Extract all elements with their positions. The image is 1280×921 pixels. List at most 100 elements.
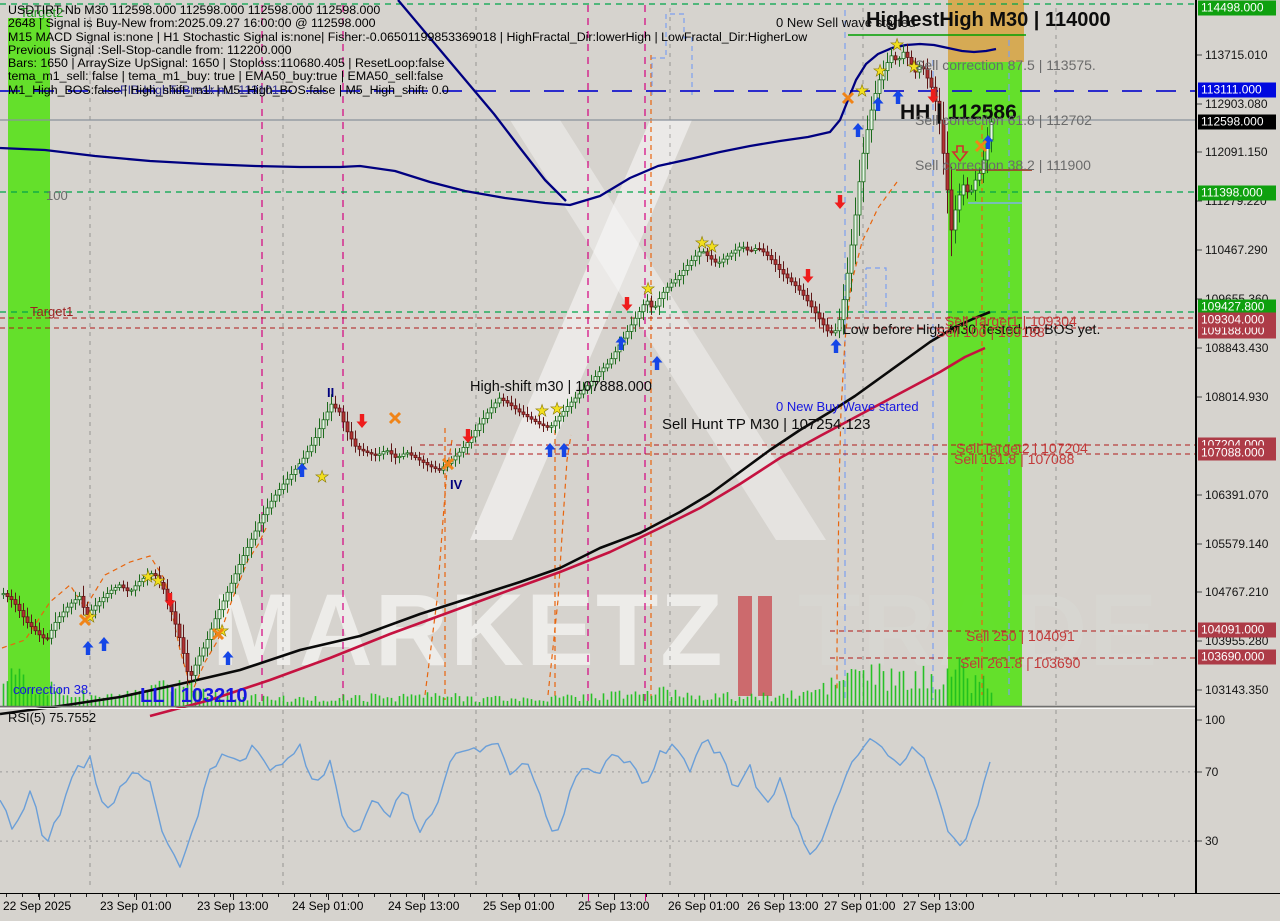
star-icon: ★ — [907, 57, 921, 76]
time-minor-tick — [982, 894, 983, 897]
axis-tick-mark — [1197, 719, 1202, 721]
time-minor-tick — [374, 894, 375, 897]
new-sell-wave-label: 0 New Sell wave started — [776, 15, 916, 30]
rsi-axis-tick: 100 — [1205, 713, 1226, 727]
axis-tick-mark — [1197, 771, 1202, 773]
time-minor-tick — [310, 894, 311, 897]
axis-tick-mark — [1197, 689, 1202, 691]
sell-hunt-tp-label: Sell Hunt TP M30 | 107254.123 — [662, 416, 871, 433]
time-minor-tick — [854, 894, 855, 897]
low-before-high-label: Low before High M30 Tested no BOS yet. — [843, 321, 1101, 337]
time-major-tick — [424, 894, 425, 900]
axis-tick-mark — [1197, 591, 1202, 593]
info-line-bars: Bars: 1650 | ArraySize UpSignal: 1650 | … — [8, 56, 445, 70]
time-minor-tick — [550, 894, 551, 897]
info-line-tema: tema_m1_sell: false | tema_m1_buy: true … — [8, 69, 444, 83]
rsi-panel[interactable] — [0, 706, 1196, 893]
star-icon: ★ — [550, 399, 564, 418]
axis-tick-mark — [1197, 543, 1202, 545]
fib-100-label: 100 — [46, 188, 68, 203]
ma-crimson-line — [149, 346, 986, 718]
rsi-line — [0, 737, 991, 868]
buy-arrow-icon — [82, 641, 94, 655]
time-major-tick — [233, 894, 234, 900]
time-minor-tick — [822, 894, 823, 897]
cross-icon — [841, 91, 855, 105]
price-label-black: 112598.000 — [1198, 114, 1276, 130]
sell-arrow-icon — [356, 414, 368, 428]
axis-tick-mark — [1197, 347, 1202, 349]
time-axis[interactable]: 22 Sep 2025 23 Sep 01:00 23 Sep 13:00 24 Se… — [0, 893, 1280, 921]
time-minor-tick — [646, 894, 647, 897]
axis-tick-mark — [1197, 840, 1202, 842]
buy-arrow-icon — [98, 637, 110, 651]
time-major-tick — [614, 894, 615, 900]
star-icon: ★ — [695, 233, 709, 252]
sell-target1-label: Sell Target1 | 109304 — [945, 313, 1077, 329]
sell-2618-label: Sell 261.8 | 103690 — [960, 655, 1081, 671]
cross-icon — [211, 627, 225, 641]
time-minor-tick — [1030, 894, 1031, 897]
price-axis-tick: 110467.290 — [1205, 243, 1268, 257]
time-minor-tick — [838, 894, 839, 897]
time-minor-tick — [934, 894, 935, 897]
time-minor-tick — [198, 894, 199, 897]
price-axis-tick: 113715.010 — [1205, 48, 1268, 62]
time-minor-tick — [870, 894, 871, 897]
time-minor-tick — [502, 894, 503, 897]
price-axis-tick: 103143.350 — [1205, 683, 1269, 697]
sell-arrow-icon — [834, 195, 846, 209]
time-minor-tick — [150, 894, 151, 897]
time-minor-tick — [998, 894, 999, 897]
time-minor-tick — [662, 894, 663, 897]
time-minor-tick — [70, 894, 71, 897]
time-minor-tick — [886, 894, 887, 897]
time-minor-tick — [102, 894, 103, 897]
time-minor-tick — [230, 894, 231, 897]
time-minor-tick — [422, 894, 423, 897]
fib-high-to-break-label: FIB-HighToBreak m1 113101 — [120, 83, 279, 97]
highest-high-label: HighestHigh M30 | 114000 — [866, 9, 1111, 31]
time-minor-tick — [758, 894, 759, 897]
time-major-tick — [860, 894, 861, 900]
time-axis-label: 27 Sep 01:00 — [824, 899, 896, 913]
time-minor-tick — [918, 894, 919, 897]
time-minor-tick — [1046, 894, 1047, 897]
time-minor-tick — [262, 894, 263, 897]
buy-arrow-icon — [872, 97, 884, 111]
axis-tick-mark — [1197, 640, 1202, 642]
chart-canvas[interactable]: ★★★★★★★★★★★★★★ — [0, 0, 1196, 893]
time-minor-tick — [22, 894, 23, 897]
sell-target2-label: Sell Target2 | 107204 — [956, 440, 1088, 456]
time-minor-tick — [214, 894, 215, 897]
time-minor-tick — [246, 894, 247, 897]
time-minor-tick — [1142, 894, 1143, 897]
sell-100-label: Sell 100 | 109188 — [936, 324, 1045, 340]
time-minor-tick — [38, 894, 39, 897]
buy-arrow-icon — [852, 123, 864, 137]
time-axis-label: 26 Sep 13:00 — [747, 899, 819, 913]
time-minor-tick — [566, 894, 567, 897]
time-minor-tick — [6, 894, 7, 897]
sell-arrow-icon — [621, 297, 633, 311]
time-minor-tick — [694, 894, 695, 897]
time-minor-tick — [518, 894, 519, 897]
correction-38-label: correction 38. — [13, 682, 92, 697]
ll-price-label: LL | 103210 — [140, 685, 248, 707]
cross-icon — [974, 139, 988, 153]
time-minor-tick — [1158, 894, 1159, 897]
wave-ii-label: II — [327, 385, 335, 400]
target1-label: Target1 — [30, 304, 74, 319]
price-axis[interactable]: 113715.010 112903.080 112091.150 111279.220… — [1196, 0, 1280, 893]
watermark-text-1: MARKETZ — [212, 573, 725, 687]
time-major-tick — [328, 894, 329, 900]
info-line-previous: Previous Signal :Sell-Stop-candle from: … — [8, 43, 292, 57]
sell-arrow-icon — [164, 593, 176, 607]
separator-tick — [588, 894, 589, 901]
time-minor-tick — [1126, 894, 1127, 897]
time-minor-tick — [342, 894, 343, 897]
time-axis-label: 23 Sep 13:00 — [197, 899, 269, 913]
time-axis-label: 25 Sep 13:00 — [578, 899, 650, 913]
target2-label: Target2 — [20, 5, 64, 20]
buy-arrow-icon — [892, 90, 904, 104]
